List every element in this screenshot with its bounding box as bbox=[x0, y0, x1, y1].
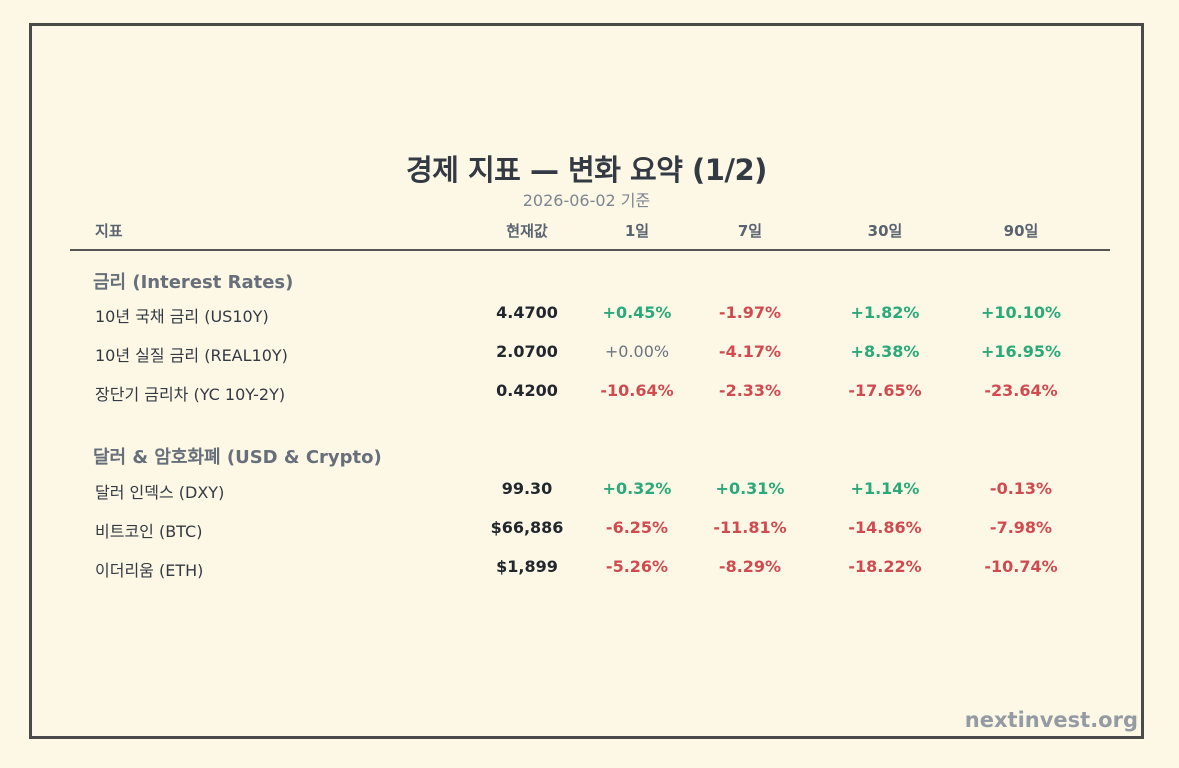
current-value: $66,886 bbox=[490, 518, 564, 537]
header-divider bbox=[70, 249, 1110, 251]
as-of-date: 2026-06-02 기준 bbox=[522, 191, 651, 210]
indicator-name: 장단기 금리차 (YC 10Y-2Y) bbox=[95, 385, 286, 404]
indicator-name: 10년 국채 금리 (US10Y) bbox=[95, 307, 269, 326]
change-90d: +16.95% bbox=[980, 342, 1062, 361]
header-90d: 90일 bbox=[1003, 222, 1039, 240]
change-1d: -6.25% bbox=[605, 518, 669, 537]
indicator-name: 비트코인 (BTC) bbox=[95, 522, 203, 541]
header-1d: 1일 bbox=[624, 222, 650, 240]
change-90d: -10.74% bbox=[984, 557, 1058, 576]
change-90d: +10.10% bbox=[980, 303, 1062, 322]
table-row: 장단기 금리차 (YC 10Y-2Y) 0.4200 -10.64% -2.33… bbox=[32, 381, 1141, 407]
indicator-name: 이더리움 (ETH) bbox=[95, 561, 204, 580]
change-90d: -7.98% bbox=[989, 518, 1053, 537]
change-30d: +8.38% bbox=[850, 342, 920, 361]
report-card: 경제 지표 — 변화 요약 (1/2) 2026-06-02 기준 지표 현재값… bbox=[29, 23, 1144, 739]
table-row: 10년 국채 금리 (US10Y) 4.4700 +0.45% -1.97% +… bbox=[32, 303, 1141, 329]
change-30d: +1.14% bbox=[850, 479, 920, 498]
indicator-name: 달러 인덱스 (DXY) bbox=[95, 483, 225, 502]
header-30d: 30일 bbox=[867, 222, 903, 240]
change-7d: -1.97% bbox=[718, 303, 782, 322]
indicator-name: 10년 실질 금리 (REAL10Y) bbox=[95, 346, 288, 365]
change-30d: -14.86% bbox=[848, 518, 922, 537]
change-1d: +0.00% bbox=[604, 342, 670, 361]
table-row: 비트코인 (BTC) $66,886 -6.25% -11.81% -14.86… bbox=[32, 518, 1141, 544]
change-1d: -10.64% bbox=[600, 381, 674, 400]
change-1d: +0.32% bbox=[602, 479, 672, 498]
change-30d: +1.82% bbox=[850, 303, 920, 322]
brand-watermark: nextinvest.org bbox=[964, 708, 1138, 732]
table-row: 달러 인덱스 (DXY) 99.30 +0.32% +0.31% +1.14% … bbox=[32, 479, 1141, 505]
current-value: 0.4200 bbox=[496, 381, 558, 400]
change-7d: -2.33% bbox=[718, 381, 782, 400]
change-1d: +0.45% bbox=[602, 303, 672, 322]
current-value: 4.4700 bbox=[496, 303, 558, 322]
change-7d: -4.17% bbox=[718, 342, 782, 361]
change-30d: -18.22% bbox=[848, 557, 922, 576]
table-row: 10년 실질 금리 (REAL10Y) 2.0700 +0.00% -4.17%… bbox=[32, 342, 1141, 368]
change-7d: -8.29% bbox=[718, 557, 782, 576]
header-current: 현재값 bbox=[506, 222, 548, 240]
current-value: 2.0700 bbox=[496, 342, 558, 361]
change-90d: -0.13% bbox=[989, 479, 1053, 498]
change-1d: -5.26% bbox=[605, 557, 669, 576]
change-7d: +0.31% bbox=[715, 479, 785, 498]
section-title-rates: 금리 (Interest Rates) bbox=[93, 272, 294, 293]
change-30d: -17.65% bbox=[848, 381, 922, 400]
change-90d: -23.64% bbox=[984, 381, 1058, 400]
header-7d: 7일 bbox=[737, 222, 763, 240]
table-row: 이더리움 (ETH) $1,899 -5.26% -8.29% -18.22% … bbox=[32, 557, 1141, 583]
page-title: 경제 지표 — 변화 요약 (1/2) bbox=[406, 153, 767, 187]
section-title-usd-crypto: 달러 & 암호화폐 (USD & Crypto) bbox=[93, 447, 382, 468]
current-value: $1,899 bbox=[496, 557, 558, 576]
change-7d: -11.81% bbox=[713, 518, 787, 537]
current-value: 99.30 bbox=[501, 479, 553, 498]
header-indicator: 지표 bbox=[95, 222, 123, 240]
